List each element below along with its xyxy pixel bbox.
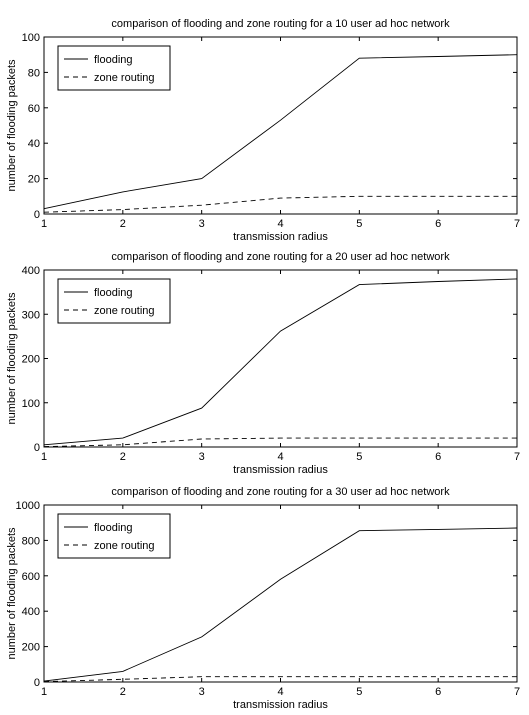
y-tick-label: 200 [22,642,40,654]
y-tick-label: 600 [22,571,40,583]
y-axis-label: number of flooding packets [6,292,18,425]
x-axis-label: transmission radius [233,464,328,476]
series-line-zone-routing [43,195,517,213]
y-tick-label: 1000 [16,500,40,512]
y-tick-label: 300 [22,309,40,321]
x-tick-label: 5 [356,451,362,463]
x-tick-label: 1 [41,451,47,463]
y-tick-label: 20 [28,174,40,186]
x-tick-label: 3 [199,218,205,230]
y-tick-label: 40 [28,138,40,150]
y-tick-label: 0 [34,677,40,689]
y-tick-label: 100 [22,398,40,410]
legend-box [57,513,171,559]
legend-label: zone routing [94,72,155,84]
y-tick-label: 200 [22,354,40,366]
x-tick-label: 5 [356,218,362,230]
x-tick-label: 7 [514,218,520,230]
y-axis-label: number of flooding packets [6,59,18,192]
x-tick-label: 6 [435,218,441,230]
y-tick-label: 60 [28,103,40,115]
x-tick-label: 1 [41,218,47,230]
x-tick-label: 3 [199,451,205,463]
x-tick-label: 7 [514,686,520,698]
series-line-zone-routing [43,437,517,448]
chart-panel-3: comparison of flooding and zone routing … [6,486,520,711]
chart-panel-1: comparison of flooding and zone routing … [6,18,520,243]
x-tick-label: 4 [277,218,283,230]
series-line-flooding [43,278,518,446]
x-tick-label: 1 [41,686,47,698]
chart-title: comparison of flooding and zone routing … [111,251,450,263]
y-tick-label: 80 [28,67,40,79]
legend-box [57,45,171,91]
chart-title: comparison of flooding and zone routing … [111,486,450,498]
legend-label: zone routing [94,305,155,317]
chart-panel-2: comparison of flooding and zone routing … [6,251,520,476]
legend-label: flooding [94,54,133,66]
y-tick-label: 0 [34,442,40,454]
x-tick-label: 2 [120,451,126,463]
x-tick-label: 4 [277,451,283,463]
x-axis-label: transmission radius [233,231,328,243]
x-tick-label: 7 [514,451,520,463]
series-line-flooding [43,54,518,210]
y-tick-label: 800 [22,535,40,547]
y-tick-label: 0 [34,209,40,221]
x-tick-label: 5 [356,686,362,698]
series-line-flooding [43,527,518,682]
legend-label: flooding [94,522,133,534]
y-tick-label: 100 [22,32,40,44]
legend-label: zone routing [94,540,155,552]
y-tick-label: 400 [22,265,40,277]
series-line-zone-routing [43,676,517,683]
x-tick-label: 6 [435,686,441,698]
x-tick-label: 6 [435,451,441,463]
y-axis-label: number of flooding packets [6,527,18,660]
x-tick-label: 2 [120,686,126,698]
legend-label: flooding [94,287,133,299]
x-tick-label: 3 [199,686,205,698]
x-tick-label: 2 [120,218,126,230]
chart-title: comparison of flooding and zone routing … [111,18,450,30]
y-tick-label: 400 [22,606,40,618]
legend-box [57,278,171,324]
x-tick-label: 4 [277,686,283,698]
x-axis-label: transmission radius [233,699,328,711]
